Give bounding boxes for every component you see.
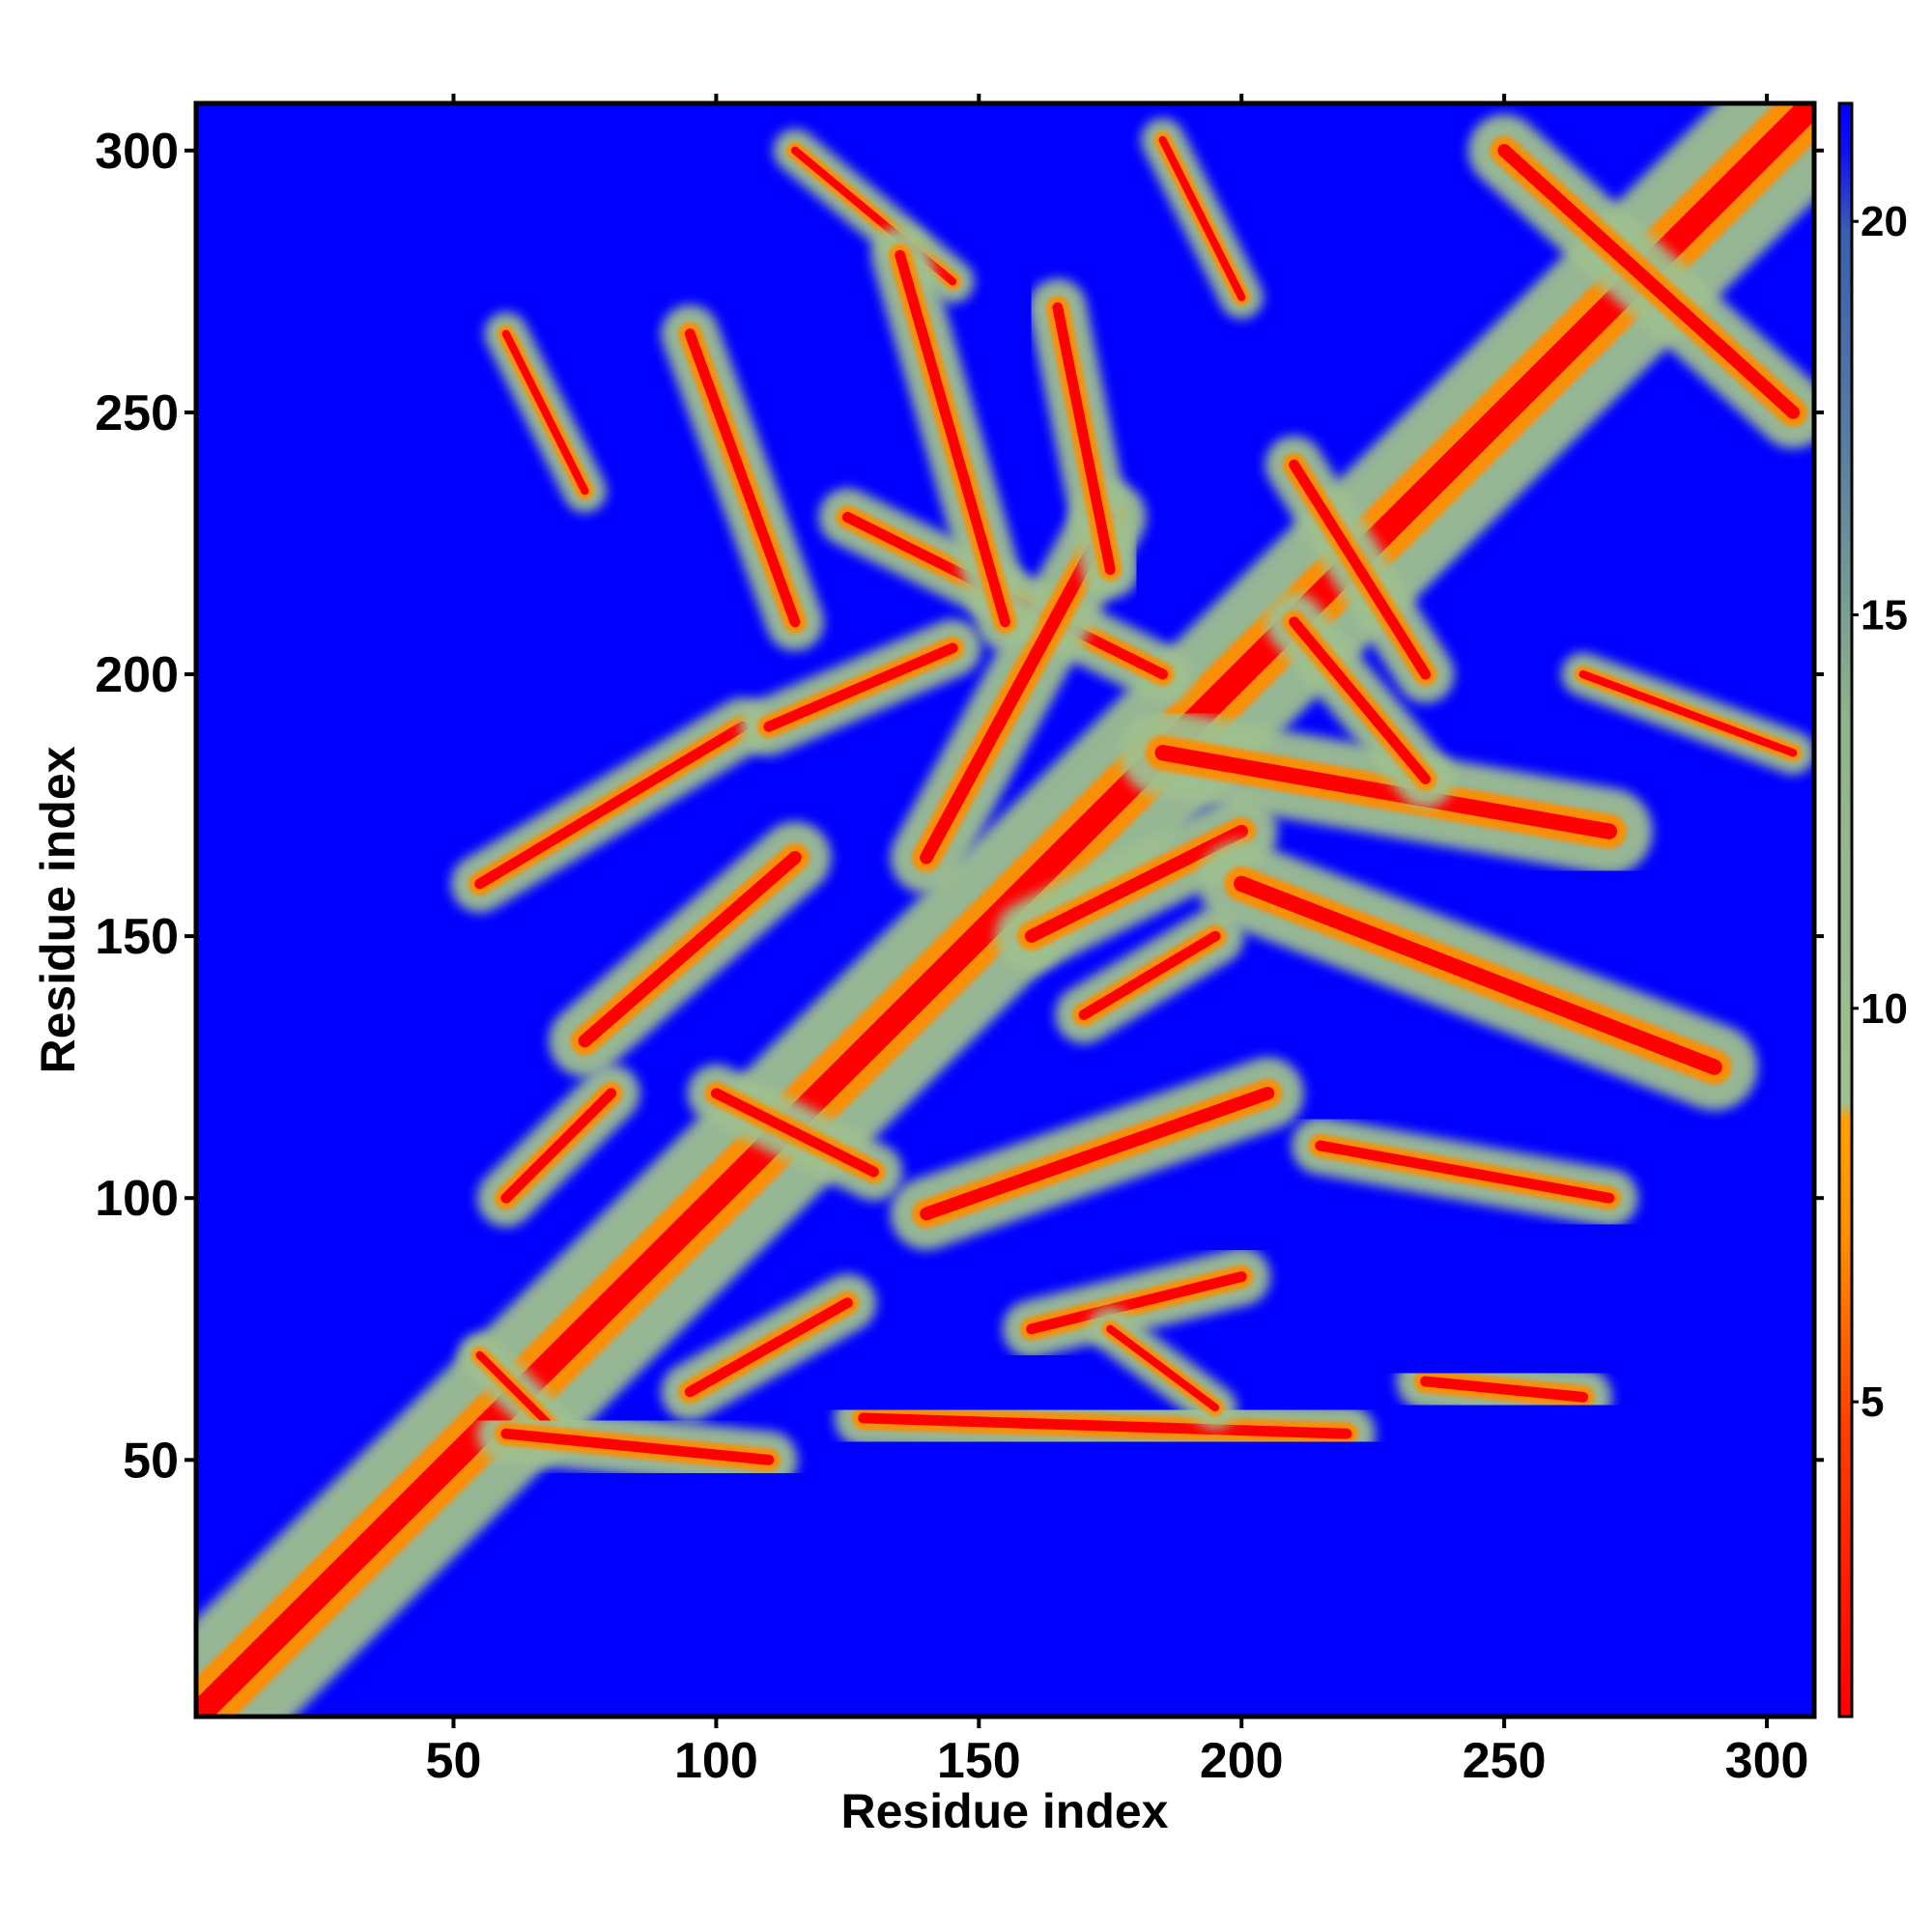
contact-band — [890, 480, 1147, 895]
contact-band — [1141, 118, 1264, 320]
contact-band — [1264, 436, 1455, 703]
colorbar: 5 10 15 20 — [1837, 101, 1908, 1719]
x-tick-label: 200 — [1200, 1733, 1284, 1789]
contact-band-layer — [858, 1412, 1352, 1439]
contact-band-layer — [1026, 1271, 1247, 1335]
contact-band-layer — [1289, 616, 1432, 784]
contact-band-layer — [763, 642, 958, 732]
contact-band — [1561, 652, 1814, 775]
contact-band-layer — [1315, 1140, 1615, 1204]
contact-band — [1467, 114, 1814, 449]
contact-band-layer — [500, 1428, 775, 1465]
colorbar-gradient — [1837, 101, 1854, 1719]
contact-band-layer — [684, 328, 801, 628]
contact-band-layer — [1024, 824, 1249, 943]
contact-band — [1396, 1352, 1612, 1427]
contact-band-layer — [1420, 1376, 1589, 1403]
contact-band — [661, 304, 824, 651]
y-tick-label: 200 — [95, 647, 179, 703]
y-tick-label: 150 — [95, 909, 179, 965]
contact-band — [661, 1273, 877, 1421]
contact-band — [1002, 1247, 1271, 1358]
contact-band — [476, 1405, 798, 1490]
contact-band — [1088, 1307, 1237, 1430]
contact-band — [1264, 592, 1455, 809]
x-tick-label: 100 — [674, 1733, 758, 1789]
plot-frame — [193, 100, 1817, 1719]
contact-band-layer — [710, 1088, 879, 1178]
contact-band — [1198, 840, 1758, 1111]
contact-band — [450, 697, 772, 913]
contact-band-layer — [920, 510, 1118, 865]
y-tick-label: 50 — [123, 1433, 179, 1489]
contact-band-layer — [1106, 1324, 1220, 1412]
contact-band — [995, 795, 1278, 973]
y-axis: 50 100 150 200 250 300 — [95, 124, 1824, 1489]
colorbar-tick-label: 20 — [1861, 198, 1908, 245]
colorbar-tick-label: 15 — [1861, 592, 1908, 639]
contact-band-layer — [1234, 875, 1722, 1075]
x-tick-label: 250 — [1463, 1733, 1547, 1789]
contact-band-layer — [1497, 144, 1801, 419]
y-tick-label: 100 — [95, 1171, 179, 1227]
y-tick-label: 250 — [95, 385, 179, 441]
contact-band-layer — [1289, 459, 1432, 680]
heatmap-area — [196, 103, 1814, 1717]
contact-segments — [196, 103, 1814, 1717]
contact-band — [1291, 1117, 1638, 1228]
contact-band-layer — [920, 1086, 1275, 1221]
contact-band — [739, 618, 982, 756]
x-tick-label: 150 — [937, 1733, 1021, 1789]
contact-band — [196, 103, 1814, 1717]
contact-band-layer — [1578, 669, 1798, 757]
contact-band-layer — [196, 103, 1814, 1717]
contact-band-layer — [1154, 745, 1618, 839]
contact-band-layer — [684, 1297, 853, 1398]
contact-band — [484, 312, 607, 513]
contact-band-layer — [895, 249, 1010, 628]
x-tick-label: 300 — [1725, 1733, 1809, 1789]
contact-band-layer — [1078, 930, 1221, 1020]
contact-band — [834, 1389, 1376, 1463]
y-tick-label: 300 — [95, 124, 179, 180]
colorbar-tick-label: 5 — [1861, 1378, 1884, 1426]
contact-band — [687, 1064, 903, 1202]
contact-band — [1028, 278, 1140, 599]
contact-band — [1119, 709, 1653, 875]
x-tick-label: 50 — [426, 1733, 482, 1789]
y-axis-title: Residue index — [31, 746, 85, 1073]
contact-band — [476, 1064, 640, 1228]
contact-band-layer — [1158, 135, 1246, 301]
colorbar-ticks: 5 10 15 20 — [1852, 198, 1908, 1426]
x-axis-title: Residue index — [841, 1784, 1169, 1838]
contact-band-layer — [500, 1088, 617, 1204]
x-axis: 50 100 150 200 250 300 — [426, 94, 1809, 1789]
contact-band — [890, 1057, 1304, 1250]
colorbar-tick-label: 10 — [1861, 985, 1908, 1033]
contact-band-layer — [1052, 302, 1116, 576]
contact-band-layer — [578, 850, 802, 1048]
contact-band — [870, 226, 1035, 651]
contact-band — [549, 821, 832, 1077]
contact-band-layer — [474, 721, 749, 890]
contact-band — [1055, 907, 1244, 1044]
contact-band-layer — [501, 329, 589, 496]
